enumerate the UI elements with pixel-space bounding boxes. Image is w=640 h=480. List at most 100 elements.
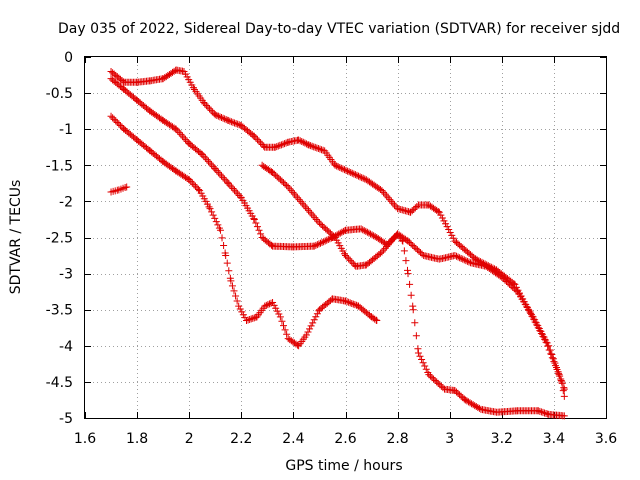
data-point [269, 169, 277, 177]
data-point [189, 84, 197, 92]
data-point [177, 130, 185, 138]
data-point [445, 226, 453, 234]
data-point [223, 259, 231, 267]
data-point [212, 218, 220, 226]
data-point [536, 407, 544, 415]
data-point [413, 246, 421, 254]
data-point [347, 169, 355, 177]
data-point [272, 171, 280, 179]
data-point [115, 120, 123, 128]
data-point [107, 112, 115, 120]
data-point [348, 299, 356, 307]
data-point [381, 190, 389, 198]
data-point [557, 376, 565, 384]
y-tick-label: -4 [59, 339, 73, 355]
data-point [408, 207, 416, 215]
data-point [411, 319, 419, 327]
data-point [198, 150, 206, 158]
data-point [553, 363, 561, 371]
data-point [310, 143, 318, 151]
data-point [234, 120, 242, 128]
data-point [320, 238, 328, 246]
data-point [316, 145, 324, 153]
data-point [232, 188, 240, 196]
data-point [303, 205, 311, 213]
data-point [295, 136, 303, 144]
data-point [309, 319, 317, 327]
data-point [232, 120, 240, 128]
data-point [338, 228, 346, 236]
data-point [185, 176, 193, 184]
data-point [462, 257, 470, 265]
data-point [545, 342, 553, 350]
data-point [280, 322, 288, 330]
data-point [313, 310, 321, 318]
data-point [501, 276, 509, 284]
data-point [174, 127, 182, 135]
data-point [378, 248, 386, 256]
data-point [506, 280, 514, 288]
data-point [208, 161, 216, 169]
data-point [219, 174, 227, 182]
data-point [456, 254, 464, 262]
y-tick-label: -2.5 [46, 231, 73, 247]
data-point [250, 215, 258, 223]
data-point [384, 194, 392, 202]
data-point [415, 247, 423, 255]
data-point [417, 249, 425, 257]
chart-title: Day 035 of 2022, Sidereal Day-to-day VTE… [58, 21, 620, 37]
x-tick-label: 3.6 [595, 431, 617, 447]
data-point [187, 177, 195, 185]
data-point [381, 244, 389, 252]
data-point [532, 319, 540, 327]
data-point [250, 132, 258, 140]
data-point [313, 144, 321, 152]
data-point [121, 184, 129, 192]
data-point [378, 187, 386, 195]
data-point [410, 205, 418, 213]
data-point [419, 359, 427, 367]
data-point [554, 368, 562, 376]
x-axis-label: GPS time / hours [285, 458, 402, 474]
data-point [206, 159, 214, 167]
data-point [559, 387, 567, 395]
data-point [292, 192, 300, 200]
data-point [345, 298, 353, 306]
data-point [370, 232, 378, 240]
data-point [301, 203, 309, 211]
data-point [281, 140, 289, 148]
data-point [175, 129, 183, 137]
data-point [315, 219, 323, 227]
data-point [304, 328, 312, 336]
data-point [180, 134, 188, 142]
plot-frame [84, 56, 607, 419]
data-point [451, 252, 459, 260]
data-point [257, 139, 265, 147]
data-point [546, 346, 554, 354]
data-point [386, 196, 394, 204]
data-point [310, 242, 318, 250]
data-point [406, 280, 414, 288]
data-point [504, 279, 512, 287]
data-point [349, 300, 357, 308]
data-point [542, 336, 550, 344]
data-point [539, 408, 547, 416]
data-point [284, 183, 292, 191]
data-point [233, 297, 241, 305]
data-point [502, 278, 510, 286]
data-point [390, 234, 398, 241]
data-point [342, 166, 350, 174]
data-point [418, 250, 426, 258]
data-point [322, 225, 330, 233]
data-point [226, 117, 234, 125]
data-point [262, 301, 270, 309]
data-point [440, 217, 448, 225]
data-point [286, 185, 294, 193]
data-point [209, 211, 217, 219]
data-point [283, 182, 291, 190]
data-point [275, 174, 283, 182]
data-point [339, 165, 347, 173]
x-tick-label: 2.4 [282, 431, 304, 447]
data-point [204, 157, 212, 165]
data-point [287, 187, 295, 195]
